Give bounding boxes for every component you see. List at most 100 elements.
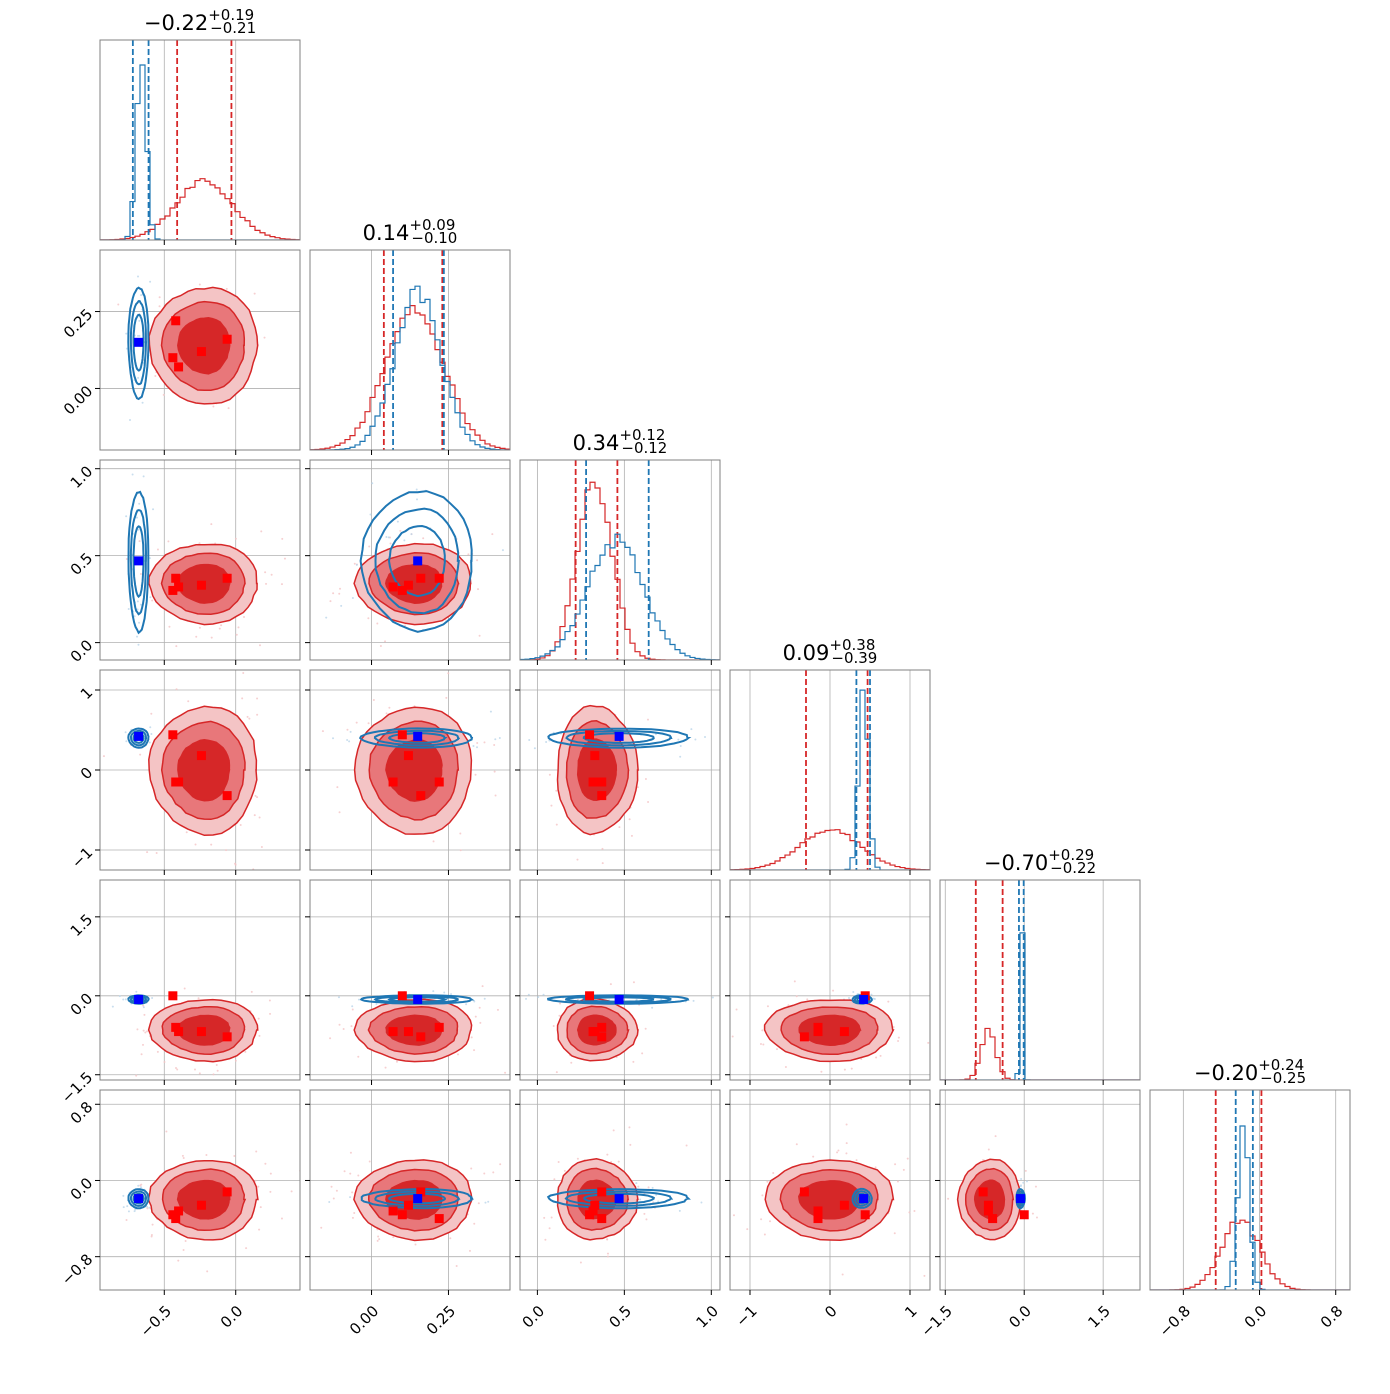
blue-contour-level-2 [129, 509, 148, 616]
red-sample-dot [908, 1211, 911, 1214]
red-sample-dot [269, 1190, 272, 1193]
red-marker-3 [799, 1032, 809, 1042]
red-sample-dot [154, 374, 157, 377]
red-marker-1 [171, 573, 181, 583]
red-sample-dot [335, 1189, 338, 1192]
blue-histogram [520, 533, 720, 660]
red-sample-dot [353, 562, 356, 565]
red-marker-4 [1019, 1210, 1029, 1220]
blue-sample-dot [450, 993, 453, 996]
blue-truth-marker [614, 731, 624, 741]
red-sample-dot [220, 624, 223, 627]
red-sample-dot [732, 1214, 735, 1217]
panel-content [940, 880, 1140, 1080]
title-lower-error: −0.10 [411, 229, 457, 247]
histogram-panel-1 [99, 39, 301, 245]
red-sample-dot [897, 1036, 900, 1039]
red-marker-1 [171, 316, 181, 326]
y-tick-label-2: 0 [77, 764, 96, 783]
title-upper-error: +0.12 [619, 426, 665, 444]
red-marker-4 [168, 353, 178, 363]
contour-panel-5-1: −1.5 0.0 1.5 [58, 879, 301, 1107]
red-marker-2 [839, 1200, 849, 1210]
red-marker-3 [978, 1187, 988, 1197]
blue-sample-dot [138, 621, 141, 624]
blue-contour-level-2 [129, 300, 148, 386]
red-sample-dot [343, 1170, 346, 1173]
blue-sample-dot [129, 419, 132, 422]
blue-sample-dot [122, 677, 124, 679]
red-sample-dot [447, 672, 450, 675]
red-sample-dot [144, 1031, 147, 1034]
red-sample-dot [399, 529, 402, 532]
panel-title-3: 0.34+0.12 −0.12 [573, 426, 668, 457]
red-marker-5 [174, 362, 184, 372]
red-sample-dot [139, 753, 142, 756]
blue-sample-dot [1020, 1178, 1023, 1181]
red-marker-2 [590, 751, 600, 761]
blue-truth-marker [413, 731, 423, 741]
title-value: −0.20 [1194, 1061, 1258, 1085]
blue-histogram [310, 285, 510, 450]
red-sample-dot [234, 863, 237, 866]
panel-frame [99, 459, 301, 661]
red-sample-dot [769, 1220, 772, 1223]
blue-sample-dot [122, 1206, 125, 1209]
title-upper-error: +0.24 [1258, 1056, 1304, 1074]
blue-sample-dot [487, 1200, 490, 1203]
red-marker-3 [597, 1187, 607, 1197]
red-sample-dot [897, 1040, 900, 1043]
red-sample-dot [943, 1064, 945, 1066]
title-value: 0.14 [363, 221, 410, 245]
red-sample-dot [647, 1186, 650, 1189]
blue-sample-dot [148, 741, 151, 744]
red-sample-dot [184, 1240, 187, 1243]
blue-sample-dot [149, 726, 152, 729]
red-marker-2 [403, 580, 413, 590]
red-marker-2 [403, 751, 413, 761]
red-sample-dot [1035, 1216, 1038, 1219]
blue-sample-dot [870, 993, 873, 996]
blue-sample-dot [351, 597, 354, 600]
blue-sample-dot [332, 737, 335, 740]
red-sample-dot [117, 303, 120, 306]
blue-sample-dot [415, 488, 418, 491]
red-sample-dot [156, 548, 159, 551]
blue-sample-dot [340, 604, 343, 607]
red-sample-dot [875, 1056, 878, 1059]
red-sample-dot [376, 1239, 379, 1242]
blue-histogram [100, 64, 300, 240]
blue-contour-level-1 [546, 1188, 691, 1210]
red-sample-dot [163, 1060, 166, 1063]
blue-sample-dot [137, 528, 140, 531]
blue-sample-dot [443, 991, 446, 994]
red-sample-dot [136, 1028, 139, 1031]
blue-sample-dot [150, 733, 153, 736]
red-sample-dot [850, 1067, 853, 1070]
red-marker-3 [222, 1187, 232, 1197]
panel-frame [519, 459, 721, 661]
red-sample-dot [1034, 1185, 1037, 1188]
red-sample-dot [162, 393, 165, 396]
blue-contour-level-3 [387, 732, 448, 744]
contour-panel-5-2 [289, 879, 511, 1085]
red-sample-dot [342, 1028, 345, 1031]
blue-sample-dot [651, 1186, 654, 1189]
red-sample-dot [384, 640, 387, 643]
red-marker-2 [590, 1200, 600, 1210]
blue-contour-level-1 [127, 727, 150, 749]
red-sample-dot [892, 1026, 895, 1029]
blue-sample-dot [134, 1208, 137, 1211]
blue-sample-dot [125, 332, 128, 335]
blue-sample-dot [289, 994, 291, 996]
red-sample-dot [234, 1059, 237, 1062]
panel-title-1: −0.22+0.19 −0.21 [144, 6, 256, 37]
red-sample-dot [377, 1235, 380, 1238]
red-sample-dot [146, 1207, 149, 1210]
blue-sample-dot [138, 334, 141, 337]
blue-sample-dot [139, 664, 141, 666]
red-histogram [100, 178, 300, 240]
blue-contour-level-1 [127, 286, 150, 401]
blue-sample-dot [711, 996, 714, 999]
red-sample-dot [612, 1129, 615, 1132]
